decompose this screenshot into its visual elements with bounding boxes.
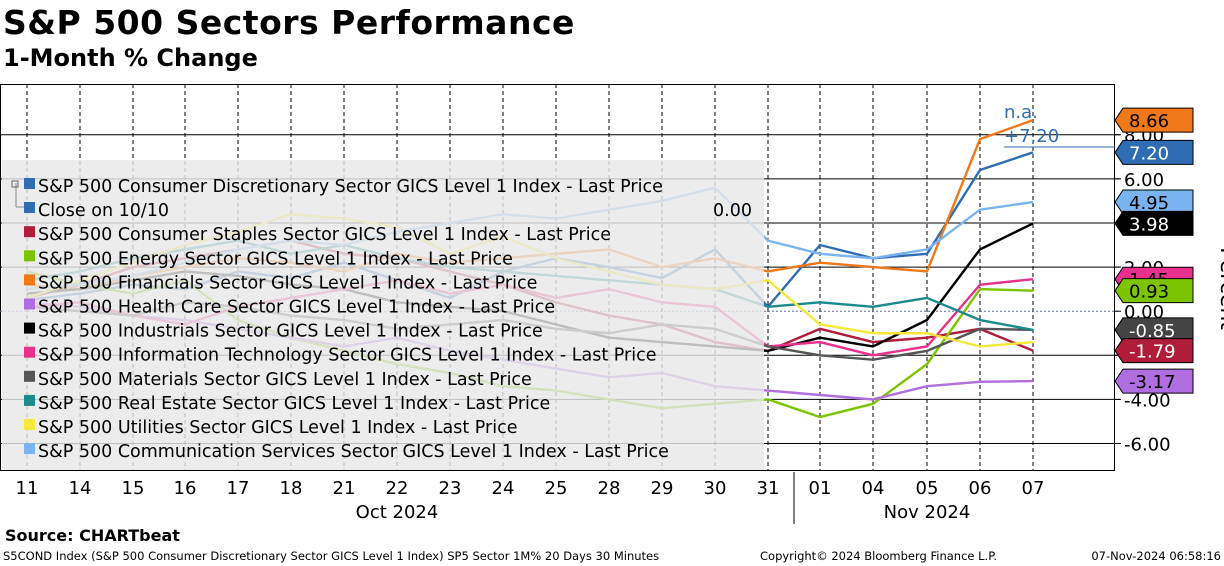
- legend-swatch: [24, 419, 35, 430]
- x-tick-label: 07: [1022, 478, 1045, 499]
- legend-swatch: [24, 178, 35, 189]
- x-tick-label: 28: [598, 478, 621, 499]
- x-tick-label: 24: [492, 478, 515, 499]
- legend-label: S&P 500 Energy Sector GICS Level 1 Index…: [38, 249, 513, 269]
- x-tick-label: 31: [757, 478, 780, 499]
- value-tag-label: 0.93: [1129, 282, 1169, 303]
- value-tag: [1114, 107, 1194, 133]
- chart-title: S&P 500 Sectors Performance: [3, 3, 575, 42]
- legend-close-label: Close on 10/10: [38, 201, 169, 221]
- footer-copyright: Copyright© 2024 Bloomberg Finance L.P.: [760, 549, 997, 563]
- x-tick-label: 04: [862, 478, 885, 499]
- x-tick-label: 17: [227, 478, 250, 499]
- y-axis-label: Percent: [1214, 247, 1224, 330]
- legend-swatch: [24, 202, 35, 213]
- value-tag: [1114, 338, 1194, 364]
- source-note: Source: CHARTbeat: [5, 526, 180, 545]
- x-tick-label: 25: [545, 478, 568, 499]
- x-month-label: Nov 2024: [884, 502, 971, 523]
- legend-label: S&P 500 Utilities Sector GICS Level 1 In…: [38, 418, 517, 438]
- legend-swatch: [24, 370, 35, 382]
- value-tag-label: 8.66: [1129, 111, 1169, 132]
- value-tag-label: 4.95: [1129, 193, 1169, 214]
- legend-box: [2, 160, 764, 470]
- value-tag-label: 7.20: [1129, 143, 1169, 164]
- legend-swatch: [24, 298, 35, 310]
- annotation-na: n.a.: [1004, 102, 1038, 123]
- value-tag: [1114, 189, 1194, 215]
- value-tag: [1114, 139, 1194, 165]
- legend-label: S&P 500 Industrials Sector GICS Level 1 …: [38, 322, 543, 342]
- x-tick-label: 11: [16, 478, 39, 499]
- annotation-value: +7.20: [1004, 126, 1059, 147]
- x-tick-label: 23: [439, 478, 462, 499]
- legend-swatch: [24, 274, 35, 286]
- legend-collapse-icon: [11, 180, 19, 188]
- legend-label: S&P 500 Information Technology Sector GI…: [38, 346, 657, 366]
- x-tick-label: 06: [969, 478, 992, 499]
- y-tick-label: -4.00: [1124, 390, 1171, 411]
- footer-index-description: S5COND Index (S&P 500 Consumer Discretio…: [3, 549, 660, 563]
- x-tick-label: 15: [122, 478, 145, 499]
- x-tick-label: 29: [651, 478, 674, 499]
- chart-subtitle: 1-Month % Change: [3, 44, 258, 72]
- legend-swatch: [24, 250, 35, 262]
- x-tick-label: 01: [809, 478, 832, 499]
- legend-swatch: [24, 322, 35, 334]
- y-tick-label: -6.00: [1124, 435, 1171, 456]
- legend-label: S&P 500 Health Care Sector GICS Level 1 …: [38, 298, 555, 318]
- value-tag: [1114, 278, 1194, 304]
- value-tag-label: 3.98: [1129, 214, 1169, 235]
- legend-label: S&P 500 Communication Services Sector GI…: [38, 442, 669, 462]
- legend-swatch: [24, 443, 35, 455]
- legend-label: S&P 500 Financials Sector GICS Level 1 I…: [38, 273, 537, 293]
- value-tag-label: -3.17: [1129, 372, 1176, 393]
- value-tag-label: -0.85: [1129, 321, 1176, 342]
- value-tag: [1114, 210, 1194, 236]
- chart-area: -6.00-4.00-2.000.002.004.006.008.00S&P 5…: [0, 84, 1194, 524]
- legend-swatch: [24, 394, 35, 406]
- x-tick-label: 18: [280, 478, 303, 499]
- value-tag: [1114, 368, 1194, 394]
- legend-label: S&P 500 Consumer Discretionary Sector GI…: [38, 177, 663, 197]
- y-tick-label: 6.00: [1124, 170, 1164, 191]
- value-tag-label: -1.79: [1129, 342, 1176, 363]
- x-tick-label: 16: [174, 478, 197, 499]
- legend-label: S&P 500 Real Estate Sector GICS Level 1 …: [38, 394, 550, 414]
- x-tick-label: 14: [69, 478, 92, 499]
- legend-close-value: 0.00: [713, 201, 752, 221]
- legend-label: S&P 500 Consumer Staples Sector GICS Lev…: [38, 225, 611, 245]
- x-tick-label: 05: [916, 478, 939, 499]
- legend-label: S&P 500 Materials Sector GICS Level 1 In…: [38, 370, 532, 390]
- x-tick-label: 22: [386, 478, 409, 499]
- legend-swatch: [24, 346, 35, 358]
- x-tick-label: 21: [333, 478, 356, 499]
- x-tick-label: 30: [704, 478, 727, 499]
- legend-swatch: [24, 226, 35, 238]
- x-month-label: Oct 2024: [356, 502, 439, 523]
- footer-timestamp: 07-Nov-2024 06:58:16: [1091, 549, 1221, 563]
